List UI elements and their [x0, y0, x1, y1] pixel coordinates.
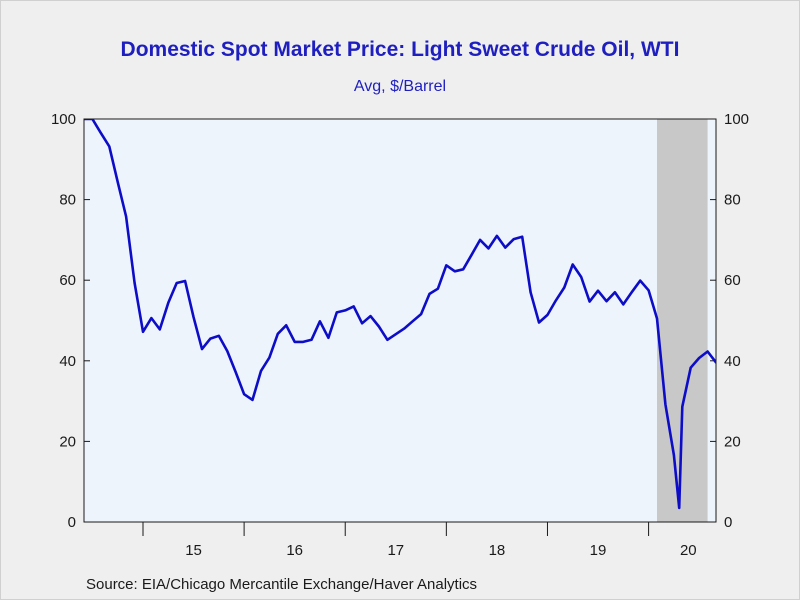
- x-tick-marks: [142, 522, 650, 536]
- x-tick-label: 18: [489, 542, 506, 559]
- x-tick-label: 19: [590, 542, 607, 559]
- y-tick-label-right: 0: [724, 514, 732, 531]
- y-tick-label-right: 40: [724, 353, 741, 370]
- recession-band: [657, 119, 708, 522]
- y-tick-label-left: 20: [59, 433, 76, 450]
- x-tick-label: 15: [185, 542, 202, 559]
- y-tick-label-right: 100: [724, 111, 749, 128]
- y-tick-label-left: 80: [59, 192, 76, 209]
- x-tick-label: 17: [387, 542, 404, 559]
- y-axis-right-labels: 0 20 40 60 80 100: [724, 111, 749, 531]
- y-tick-label-right: 20: [724, 433, 741, 450]
- y-tick-label-left: 40: [59, 353, 76, 370]
- y-tick-label-right: 80: [724, 192, 741, 209]
- y-tick-label-left: 100: [51, 111, 76, 128]
- y-tick-label-left: 60: [59, 272, 76, 289]
- source-note: Source: EIA/Chicago Mercantile Exchange/…: [86, 576, 478, 593]
- chart-title: Domestic Spot Market Price: Light Sweet …: [120, 38, 680, 61]
- chart-subtitle: Avg, $/Barrel: [353, 78, 447, 95]
- plot-area: [84, 119, 716, 522]
- series-line-wti: [84, 119, 716, 510]
- y-axis-left-labels: 0 20 40 60 80 100: [51, 111, 76, 531]
- x-tick-label: 20: [680, 542, 697, 559]
- x-axis-labels: 15 16 17 18 19 20: [185, 542, 696, 559]
- y-tick-label-right: 60: [724, 272, 741, 289]
- plot-border: [83, 118, 717, 523]
- x-tick-label: 16: [286, 542, 303, 559]
- y-tick-label-left: 0: [68, 514, 76, 531]
